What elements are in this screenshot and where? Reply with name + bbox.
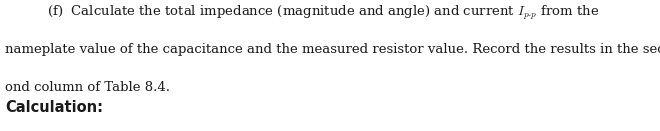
Text: (f)  Calculate the total impedance (magnitude and angle) and current: (f) Calculate the total impedance (magni… bbox=[0, 130, 1, 131]
Text: Calculation:: Calculation: bbox=[5, 100, 103, 115]
Text: (f)  Calculate the total impedance (magnitude and angle) and current $I_{p\text{: (f) Calculate the total impedance (magni… bbox=[5, 4, 600, 22]
Text: ond column of Table 8.4.: ond column of Table 8.4. bbox=[5, 81, 170, 94]
Text: nameplate value of the capacitance and the measured resistor value. Record the r: nameplate value of the capacitance and t… bbox=[5, 43, 660, 56]
